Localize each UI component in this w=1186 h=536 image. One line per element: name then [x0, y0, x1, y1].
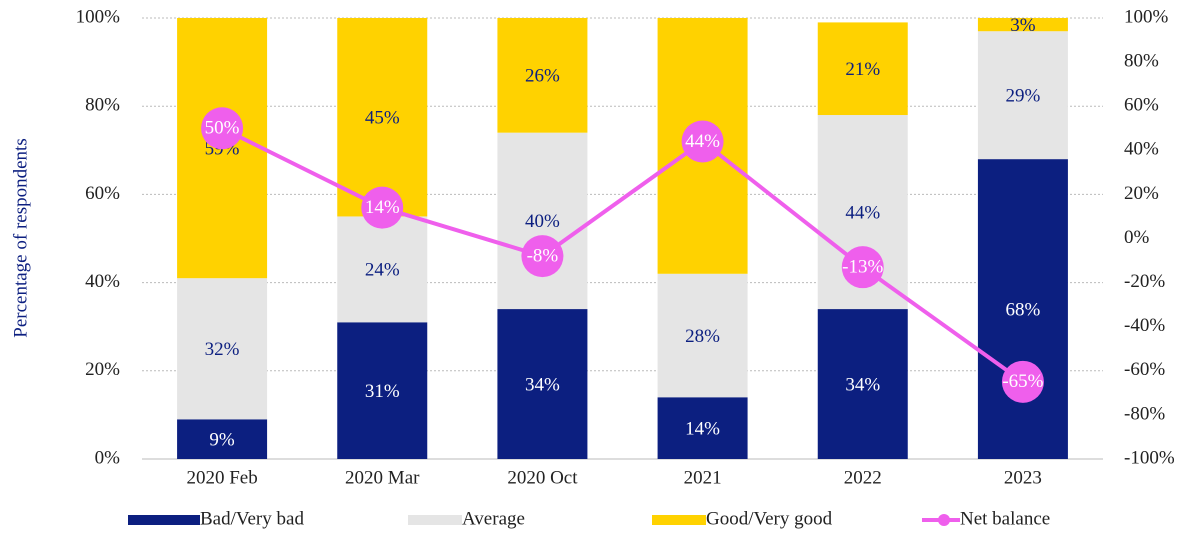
- legend-swatch: [938, 514, 950, 526]
- data-label: 28%: [685, 326, 720, 347]
- data-label: 21%: [845, 59, 880, 80]
- data-label: 24%: [365, 260, 400, 281]
- x-tick-label: 2020 Oct: [507, 467, 578, 488]
- data-label: -8%: [527, 245, 559, 266]
- bar: [337, 18, 428, 217]
- marker: [1001, 360, 1044, 403]
- data-label: 31%: [365, 381, 400, 402]
- bar: [497, 132, 588, 310]
- bar: [497, 18, 588, 133]
- data-label: 40%: [525, 211, 560, 232]
- y2-tick-label: -100%: [1124, 447, 1175, 468]
- y-tick-label: 40%: [85, 271, 120, 292]
- data-label: 29%: [1006, 86, 1041, 107]
- y2-tick-label: -20%: [1124, 271, 1165, 292]
- y2-tick-label: 0%: [1124, 227, 1150, 248]
- data-label: 32%: [205, 339, 240, 360]
- marker: [361, 186, 404, 229]
- legend-label: Net balance: [960, 508, 1050, 529]
- bar: [177, 419, 268, 459]
- y2-tick-label: 40%: [1124, 139, 1159, 160]
- line: [221, 126, 1025, 384]
- marker: [521, 235, 564, 278]
- x-tick-label: 2020 Mar: [345, 467, 420, 488]
- legend-swatch: [128, 515, 200, 525]
- marker: [681, 120, 724, 163]
- x-tick-label: 2020 Feb: [186, 467, 257, 488]
- data-label: -13%: [842, 257, 883, 278]
- data-label: 9%: [209, 430, 235, 451]
- y-tick-label: 100%: [76, 6, 121, 27]
- y-tick-label: 80%: [85, 95, 120, 116]
- legend-label: Bad/Very bad: [200, 508, 304, 529]
- y2-tick-label: 80%: [1124, 50, 1159, 71]
- bar: [977, 159, 1068, 459]
- y-tick-label: 60%: [85, 183, 120, 204]
- bar: [177, 278, 268, 420]
- data-label: 26%: [525, 66, 560, 87]
- marker: [841, 246, 884, 289]
- data-label: 68%: [1006, 299, 1041, 320]
- data-label: 3%: [1010, 15, 1036, 36]
- y-tick-label: 20%: [85, 359, 120, 380]
- data-label: 14%: [685, 418, 720, 439]
- data-label: 14%: [365, 197, 400, 218]
- bar: [977, 18, 1068, 32]
- data-label: 34%: [525, 374, 560, 395]
- x-tick-label: 2022: [844, 467, 882, 488]
- y-tick-label: 0%: [95, 447, 121, 468]
- bar: [977, 31, 1068, 160]
- bar: [657, 273, 748, 398]
- data-label: -65%: [1002, 371, 1043, 392]
- data-label: 45%: [365, 108, 400, 129]
- legend-swatch: [408, 515, 462, 525]
- data-label: 44%: [845, 202, 880, 223]
- legend-swatch: [652, 515, 706, 525]
- bar: [817, 22, 908, 116]
- legend-label: Average: [462, 508, 525, 529]
- y2-tick-label: -40%: [1124, 315, 1165, 336]
- y2-tick-label: 60%: [1124, 95, 1159, 116]
- bar: [337, 322, 428, 459]
- legend-label: Good/Very good: [706, 508, 833, 529]
- bar: [817, 309, 908, 459]
- data-label: 44%: [685, 131, 720, 152]
- data-label: 34%: [845, 374, 880, 395]
- bar: [337, 216, 428, 323]
- y2-tick-label: 20%: [1124, 183, 1159, 204]
- x-tick-label: 2021: [684, 467, 722, 488]
- x-tick-label: 2023: [1004, 467, 1042, 488]
- bar: [497, 309, 588, 459]
- marker: [201, 107, 244, 150]
- y2-tick-label: 100%: [1124, 6, 1169, 27]
- y2-tick-label: -60%: [1124, 359, 1165, 380]
- bar: [657, 397, 748, 459]
- data-label: 50%: [205, 118, 240, 139]
- y2-tick-label: -80%: [1124, 403, 1165, 424]
- y-axis-title: Percentage of respondents: [10, 138, 31, 337]
